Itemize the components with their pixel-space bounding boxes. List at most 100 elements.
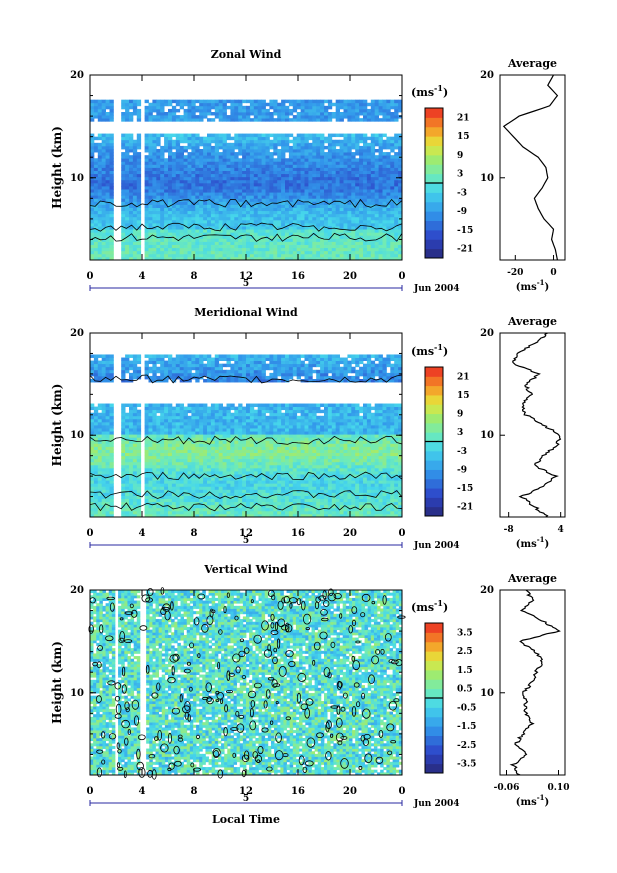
heat-cell [324,108,329,113]
heat-cell [308,152,313,156]
heat-cell [175,507,181,512]
heat-cell [398,253,403,258]
heat-cell [281,139,286,144]
heat-cell [97,480,103,484]
heat-cell [382,164,387,168]
heat-cell [144,241,149,245]
heat-cell [277,201,282,205]
heat-cell [288,204,294,208]
heat-cell [249,149,255,153]
heat-cell [203,173,208,178]
heat-cell [370,250,376,255]
heat-cell [175,406,181,411]
heat-cell [308,198,313,202]
heat-cell [175,182,181,187]
heat-cell [246,247,251,252]
heat-cell [355,256,360,261]
heat-cell [187,431,192,435]
heat-cell [144,229,149,233]
heat-cell [156,219,161,224]
heat-cell [331,198,337,202]
heat-cell [109,467,114,472]
heat-cell [109,501,114,506]
heat-cell [152,458,157,463]
heat-cell [316,108,321,113]
heat-cell [183,201,188,205]
heat-cell [312,133,317,138]
heat-cell [257,173,262,178]
heat-cell [398,179,403,184]
heat-cell [324,186,329,190]
heat-cell [160,452,165,457]
heat-cell [343,229,348,233]
heat-cell [304,170,309,175]
heatmap [90,99,403,261]
heat-cell [168,431,173,435]
heat-cell [175,213,181,218]
heat-cell [156,480,161,484]
heat-cell [164,158,169,162]
heat-cell [249,176,255,181]
heat-cell [152,375,157,380]
heat-cell [214,155,220,159]
heat-cell [210,510,216,515]
heat-cell [132,474,138,478]
heat-cell [253,235,259,239]
heat-cell [238,167,243,171]
heat-cell [183,133,188,138]
heat-cell [218,99,223,104]
heat-cell [214,250,220,255]
heat-cell [109,241,114,245]
heat-cell [378,152,383,156]
heat-cell [363,152,368,156]
heat-cell [187,449,192,453]
heat-cell [136,412,142,417]
heat-cell [187,133,192,138]
heat-cell [300,223,305,227]
heat-cell [257,241,262,245]
heat-cell [390,112,395,116]
heat-cell [281,213,286,218]
heat-cell [382,170,387,175]
heat-cell [148,412,153,417]
heat-cell [351,232,356,236]
heat-cell [179,213,184,218]
heat-cell [366,213,372,218]
heat-cell [253,136,259,141]
heat-cell [148,443,153,447]
heat-cell [343,155,348,159]
heat-cell [238,210,243,215]
heat-cell [187,409,192,414]
heat-cell [327,235,333,239]
heat-cell [132,173,138,178]
heat-cell [156,112,161,116]
heat-cell [152,201,157,205]
heat-cell [109,204,114,208]
heat-cell [347,226,352,230]
heat-cell [183,179,188,184]
heat-cell [242,198,247,202]
heat-cell [203,446,208,450]
heat-cell [296,136,301,141]
heat-cell [171,483,177,487]
heat-cell [160,486,165,490]
heat-cell [285,133,290,138]
heat-cell [234,210,239,215]
heat-cell [210,363,216,368]
heat-cell [97,428,103,432]
heat-cell [300,161,305,165]
heat-cell [355,186,360,190]
heat-cell [203,489,208,493]
heat-cell [121,437,126,441]
heat-cell [374,235,379,239]
heat-cell [152,136,157,141]
heat-cell [164,443,169,447]
heat-cell [238,115,243,119]
heat-cell [105,149,110,153]
heat-cell [230,204,235,208]
heat-cell [168,250,173,255]
heat-cell [343,136,348,141]
heat-cell [160,403,165,407]
heat-cell [398,173,403,178]
heat-cell [199,149,204,153]
